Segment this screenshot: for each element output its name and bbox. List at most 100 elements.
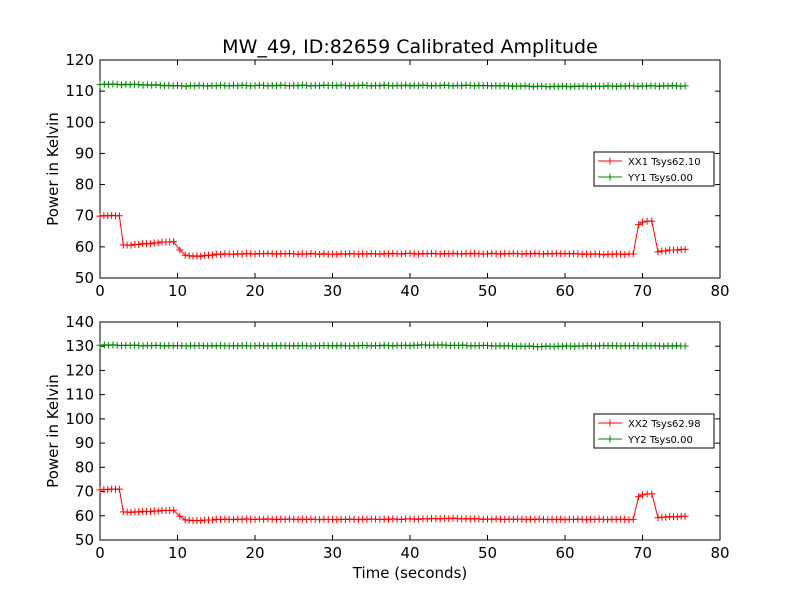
data-point xyxy=(600,82,608,90)
data-point xyxy=(341,250,349,258)
legend: XX1 Tsys62.10 YY1 Tsys0.00 xyxy=(593,151,715,187)
data-point xyxy=(333,250,341,258)
data-point xyxy=(600,251,608,259)
data-point xyxy=(238,250,246,258)
data-point xyxy=(204,82,212,90)
data-point xyxy=(681,82,689,90)
x-tick-label: 40 xyxy=(400,282,419,300)
data-point xyxy=(458,250,466,258)
data-point xyxy=(281,250,289,258)
legend-swatch-marker xyxy=(606,435,614,443)
data-point xyxy=(546,83,554,91)
data-point xyxy=(518,250,526,258)
data-point xyxy=(191,82,199,90)
data-point xyxy=(681,245,689,253)
series-xx xyxy=(96,211,689,260)
data-point xyxy=(449,82,457,90)
data-point xyxy=(496,250,504,258)
data-point xyxy=(402,341,410,349)
data-point xyxy=(197,517,205,525)
x-tick-label: 70 xyxy=(633,282,652,300)
data-point xyxy=(629,250,637,258)
data-point xyxy=(115,485,123,493)
legend-box xyxy=(593,413,715,449)
y-tick-label: 110 xyxy=(65,82,94,100)
data-point xyxy=(639,218,646,226)
y-tick-label: 50 xyxy=(75,531,94,549)
legend-swatch-marker xyxy=(606,173,614,181)
data-point xyxy=(197,252,205,260)
y-tick-label: 70 xyxy=(75,483,94,501)
data-point xyxy=(354,250,362,258)
data-point xyxy=(635,221,643,229)
data-point xyxy=(402,81,410,89)
data-point xyxy=(115,212,123,220)
data-point xyxy=(234,82,242,90)
data-point xyxy=(466,250,474,258)
data-point xyxy=(567,83,575,91)
data-point xyxy=(367,82,375,90)
x-tick-label: 40 xyxy=(400,544,419,562)
data-point xyxy=(104,212,112,220)
y-tick-label: 100 xyxy=(65,410,94,428)
y-tick-label: 90 xyxy=(75,144,94,162)
y-tick-label: 130 xyxy=(65,337,94,355)
data-point xyxy=(135,241,143,249)
legend-box xyxy=(593,151,715,187)
data-point xyxy=(208,251,216,259)
data-point xyxy=(406,82,414,90)
data-point xyxy=(557,515,565,523)
data-point xyxy=(471,82,479,90)
x-tick-label: 80 xyxy=(710,282,729,300)
y-tick-label: 90 xyxy=(75,434,94,452)
data-point xyxy=(126,81,134,89)
data-point xyxy=(673,513,681,521)
data-point xyxy=(333,82,341,90)
data-point xyxy=(484,250,491,258)
x-tick-label: 60 xyxy=(555,282,574,300)
data-point xyxy=(436,250,444,258)
data-point xyxy=(182,82,190,90)
data-point xyxy=(428,82,436,90)
data-point xyxy=(397,250,405,258)
data-point xyxy=(423,515,431,523)
data-point xyxy=(260,250,268,258)
data-point xyxy=(303,250,311,258)
legend-entry: XX1 Tsys62.10 xyxy=(628,157,701,168)
data-point xyxy=(655,82,663,90)
data-point xyxy=(664,82,672,90)
legend-swatch-marker xyxy=(606,419,614,427)
x-tick-label: 50 xyxy=(478,544,497,562)
data-point xyxy=(165,81,173,89)
data-point xyxy=(354,82,362,90)
data-point xyxy=(397,82,405,90)
y-tick-label: 50 xyxy=(75,269,94,287)
plot-bottom: 0 10 20 30 40 50 60 70 80 50 60 70 80 90 100 110 120 130 1… xyxy=(44,313,730,582)
legend-entry: YY1 Tsys0.00 xyxy=(627,173,693,184)
data-point xyxy=(548,250,556,258)
y-tick-label: 140 xyxy=(65,313,94,331)
y-tick-label: 60 xyxy=(75,238,94,256)
data-point xyxy=(294,250,302,258)
data-point xyxy=(104,486,112,494)
x-tick-label: 60 xyxy=(555,544,574,562)
data-point xyxy=(181,251,189,259)
data-point xyxy=(445,250,453,258)
data-point xyxy=(436,515,444,523)
data-point xyxy=(648,490,656,498)
legend: XX2 Tsys62.98 YY2 Tsys0.00 xyxy=(593,413,715,449)
data-point xyxy=(648,217,656,225)
data-point xyxy=(363,250,371,258)
data-point xyxy=(170,238,178,246)
plot-top: 0 10 20 30 40 50 60 70 80 50 60 70 80 90 100 110 120 Powe… xyxy=(44,51,730,300)
data-point xyxy=(135,81,143,89)
data-point xyxy=(376,82,384,90)
data-point xyxy=(118,81,126,89)
data-point xyxy=(217,250,225,258)
data-point xyxy=(146,240,154,248)
data-point xyxy=(273,250,281,258)
data-point xyxy=(229,250,237,258)
y-tick-label: 80 xyxy=(75,176,94,194)
series-yy xyxy=(96,80,689,91)
